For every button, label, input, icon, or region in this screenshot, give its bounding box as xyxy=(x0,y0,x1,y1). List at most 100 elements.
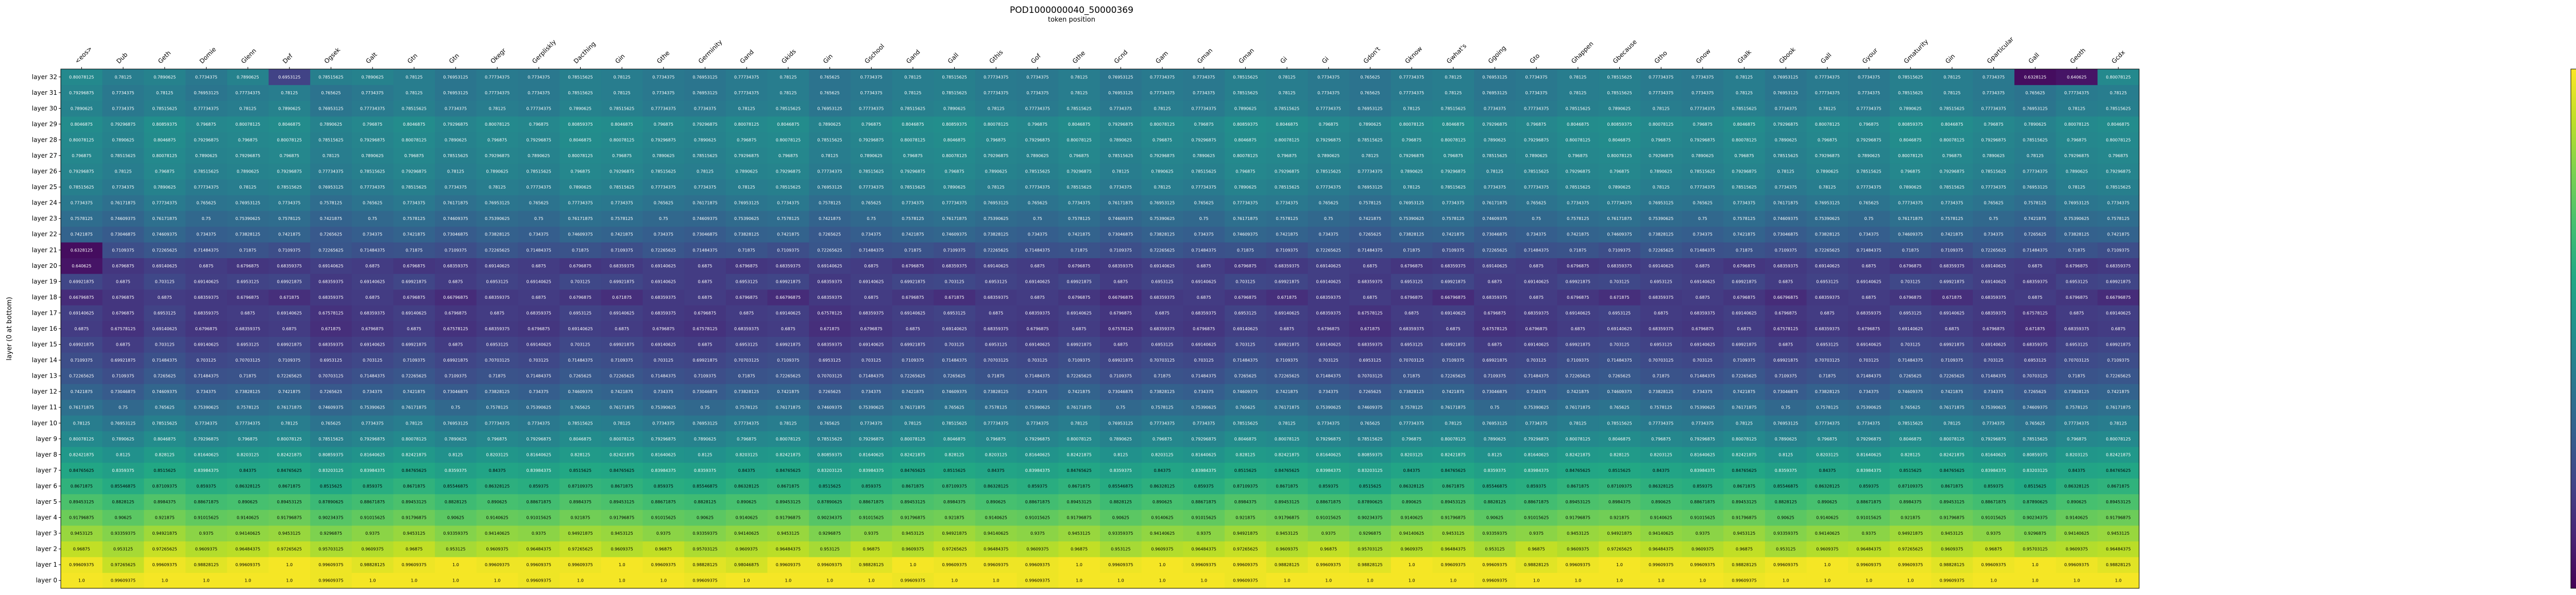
cell-value-label: 0.7734375 xyxy=(1691,75,1714,79)
heatmap-cell xyxy=(1266,541,1308,557)
cell-value-label: 0.76953125 xyxy=(692,75,717,79)
cell-value-label: 0.71484375 xyxy=(1607,358,1632,363)
cell-value-label: 0.8671875 xyxy=(278,484,300,488)
cell-value-label: 0.80078125 xyxy=(984,122,1008,127)
cell-value-label: 0.8515625 xyxy=(819,484,841,488)
heatmap-cell xyxy=(642,415,685,432)
cell-value-label: 0.78515625 xyxy=(1358,437,1382,441)
cell-value-label: 0.78125 xyxy=(114,169,131,174)
cell-value-label: 0.98828125 xyxy=(1358,563,1382,567)
heatmap-cell xyxy=(1889,447,1932,463)
cell-value-label: 0.91796875 xyxy=(277,516,302,520)
cell-value-label: 0.68359375 xyxy=(734,327,759,331)
heatmap-cell xyxy=(1225,509,1267,526)
heatmap-cell xyxy=(1515,525,1558,541)
colorbar-gradient xyxy=(2570,69,2576,589)
cell-value-label: 0.76171875 xyxy=(1732,405,1756,410)
cell-value-label: 0.84765625 xyxy=(901,468,925,473)
cell-value-label: 0.7421875 xyxy=(819,216,841,221)
heatmap-cell xyxy=(2097,447,2140,463)
cell-value-label: 1.0 xyxy=(286,579,293,583)
cell-value-label: 0.68359375 xyxy=(1358,343,1382,347)
heatmap-cell xyxy=(185,509,228,526)
cell-value-label: 0.80078125 xyxy=(1441,437,1466,441)
cell-value-label: 0.87109375 xyxy=(568,484,592,488)
cell-value-label: 1.0 xyxy=(910,563,917,567)
cell-value-label: 0.7421875 xyxy=(1941,232,1963,237)
cell-value-label: 0.71875 xyxy=(1403,374,1420,379)
heatmap-cell xyxy=(1640,383,1683,400)
cell-value-label: 0.7890625 xyxy=(1317,154,1340,158)
cell-value-label: 0.99609375 xyxy=(69,563,94,567)
cell-value-label: 0.796875 xyxy=(1028,122,1047,127)
cell-value-label: 0.83984375 xyxy=(1981,468,2006,473)
cell-value-label: 0.796875 xyxy=(196,122,216,127)
colorbar: 0.650.700.750.800.850.900.951.00 score xyxy=(2570,69,2576,589)
heatmap-cell xyxy=(1391,556,1433,573)
heatmap-cell xyxy=(1848,320,1890,337)
cell-value-label: 1.0 xyxy=(1990,579,1997,583)
cell-value-label: 0.91015625 xyxy=(194,516,218,520)
heatmap-cell xyxy=(1349,525,1392,541)
heatmap-cell xyxy=(809,431,851,447)
cell-value-label: 0.79296875 xyxy=(1399,154,1424,158)
cell-value-label: 0.7734375 xyxy=(694,185,716,190)
cell-value-label: 0.9453125 xyxy=(1442,531,1464,536)
cell-value-label: 0.7109375 xyxy=(777,358,799,363)
cell-value-label: 0.70703125 xyxy=(1815,358,1840,363)
cell-value-label: 0.765625 xyxy=(820,75,839,79)
heatmap-cell xyxy=(850,556,893,573)
heatmap-cell xyxy=(767,462,809,479)
cell-value-label: 0.765625 xyxy=(570,405,590,410)
cell-value-label: 0.78125 xyxy=(1445,91,1462,95)
cell-value-label: 0.76171875 xyxy=(1607,216,1632,221)
cell-value-label: 1.0 xyxy=(245,579,251,583)
cell-value-label: 0.79296875 xyxy=(1192,437,1216,441)
heatmap-cell xyxy=(1931,383,1973,400)
cell-value-label: 0.78125 xyxy=(281,91,298,95)
heatmap-cell xyxy=(518,383,560,400)
heatmap-cell xyxy=(1515,368,1558,384)
cell-value-label: 0.76953125 xyxy=(1358,106,1382,111)
heatmap-cell xyxy=(1100,336,1142,353)
cell-value-label: 0.8671875 xyxy=(403,484,425,488)
cell-value-label: 0.79296875 xyxy=(1690,138,1715,142)
heatmap-cell xyxy=(1225,556,1267,573)
cell-value-label: 0.7890625 xyxy=(361,154,383,158)
heatmap-cell xyxy=(1183,525,1225,541)
cell-value-label: 0.67578125 xyxy=(111,327,135,331)
heatmap-cell xyxy=(1889,572,1932,589)
cell-value-label: 0.74609375 xyxy=(318,405,343,410)
cell-value-label: 0.75 xyxy=(1490,405,1500,410)
cell-value-label: 0.7734375 xyxy=(361,421,383,426)
cell-value-label: 0.68359375 xyxy=(1856,311,1881,315)
heatmap-cell xyxy=(892,525,934,541)
cell-value-label: 0.80078125 xyxy=(2106,138,2130,142)
heatmap-cell xyxy=(725,352,768,368)
cell-value-label: 0.7890625 xyxy=(1608,185,1631,190)
cell-value-label: 0.72265625 xyxy=(1482,248,1507,252)
cell-value-label: 0.859375 xyxy=(861,484,881,488)
heatmap-cell xyxy=(560,320,602,337)
x-tick-label: Gof xyxy=(1029,52,1042,65)
heatmap-cell xyxy=(144,447,186,463)
cell-value-label: 0.6953125 xyxy=(1151,343,1173,347)
heatmap-cell xyxy=(767,399,809,416)
heatmap-cell xyxy=(1806,447,1849,463)
heatmap-cell xyxy=(1058,336,1100,353)
cell-value-label: 0.69140625 xyxy=(1192,343,1216,347)
cell-value-label: 0.6875 xyxy=(1487,343,1502,347)
cell-value-label: 0.71875 xyxy=(2068,248,2085,252)
heatmap-cell xyxy=(393,447,435,463)
cell-value-label: 0.68359375 xyxy=(651,295,676,300)
heatmap-cell xyxy=(809,478,851,495)
heatmap-cell xyxy=(1682,336,1724,353)
heatmap-cell xyxy=(1391,572,1433,589)
heatmap-cell xyxy=(684,494,726,510)
cell-value-label: 0.73046875 xyxy=(1482,232,1507,237)
cell-value-label: 0.7578125 xyxy=(236,405,259,410)
cell-value-label: 0.7421875 xyxy=(1733,232,1755,237)
cell-value-label: 0.79296875 xyxy=(194,437,218,441)
heatmap-cell xyxy=(850,352,893,368)
cell-value-label: 0.72265625 xyxy=(609,374,634,379)
